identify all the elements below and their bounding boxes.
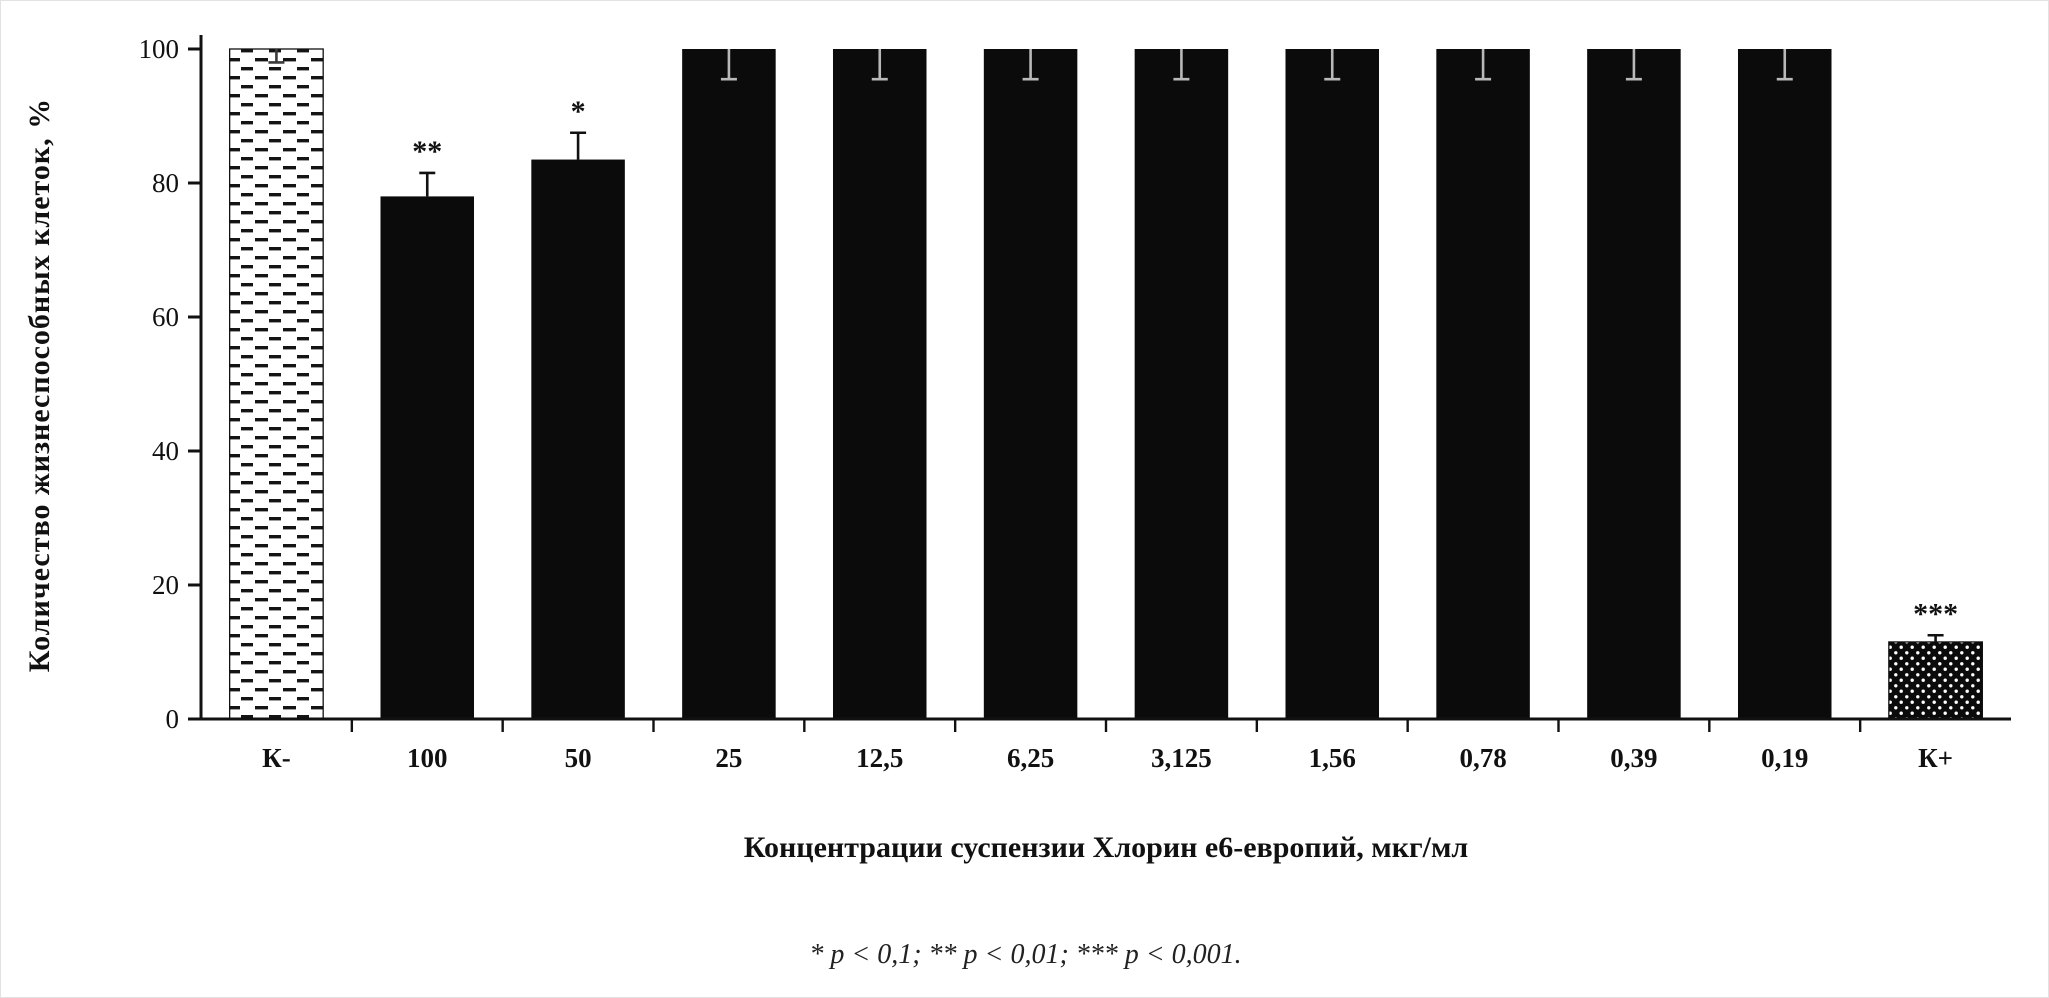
x-tick-label: 0,39 bbox=[1610, 743, 1657, 773]
bar-К- bbox=[229, 48, 324, 720]
bar-0,19 bbox=[1737, 49, 1832, 719]
y-tick-label: 60 bbox=[152, 302, 179, 332]
significance-marker: ** bbox=[412, 135, 442, 168]
significance-footnote: * p < 0,1; ** p < 0,01; *** p < 0,001. bbox=[809, 939, 1242, 970]
bar-25 bbox=[682, 49, 776, 719]
x-axis-title: Концентрации суспензии Хлорин е6-европий… bbox=[743, 831, 1469, 864]
x-tick-label: 25 bbox=[715, 743, 742, 773]
significance-marker: * bbox=[571, 95, 586, 128]
x-tick-label: 0,19 bbox=[1761, 743, 1808, 773]
x-tick-label: К- bbox=[262, 743, 291, 773]
bar-12,5 bbox=[832, 49, 927, 719]
bar-6,25 bbox=[983, 49, 1078, 719]
x-tick-label: 0,78 bbox=[1459, 743, 1506, 773]
bar-К+ bbox=[1888, 641, 1983, 720]
bar-0,78 bbox=[1436, 49, 1530, 719]
x-tick-label: 12,5 bbox=[856, 743, 903, 773]
x-tick-label: К+ bbox=[1918, 743, 1953, 773]
y-tick-label: 20 bbox=[152, 570, 179, 600]
y-tick-label: 0 bbox=[166, 704, 180, 734]
bar-3,125 bbox=[1134, 49, 1229, 719]
y-tick-label: 100 bbox=[139, 34, 180, 64]
bar-0,39 bbox=[1587, 49, 1681, 719]
y-tick-label: 40 bbox=[152, 436, 179, 466]
y-axis-title: Количество жизнеспособных клеток, % bbox=[23, 97, 56, 673]
x-tick-label: 50 bbox=[565, 743, 592, 773]
x-tick-label: 6,25 bbox=[1007, 743, 1054, 773]
significance-marker: *** bbox=[1913, 597, 1958, 630]
x-tick-label: 100 bbox=[407, 743, 448, 773]
x-tick-label: 3,125 bbox=[1151, 743, 1212, 773]
bar-50 bbox=[531, 159, 625, 720]
y-tick-label: 80 bbox=[152, 168, 179, 198]
x-tick-label: 1,56 bbox=[1309, 743, 1356, 773]
bar-100 bbox=[380, 196, 475, 719]
bar-1,56 bbox=[1285, 49, 1380, 719]
